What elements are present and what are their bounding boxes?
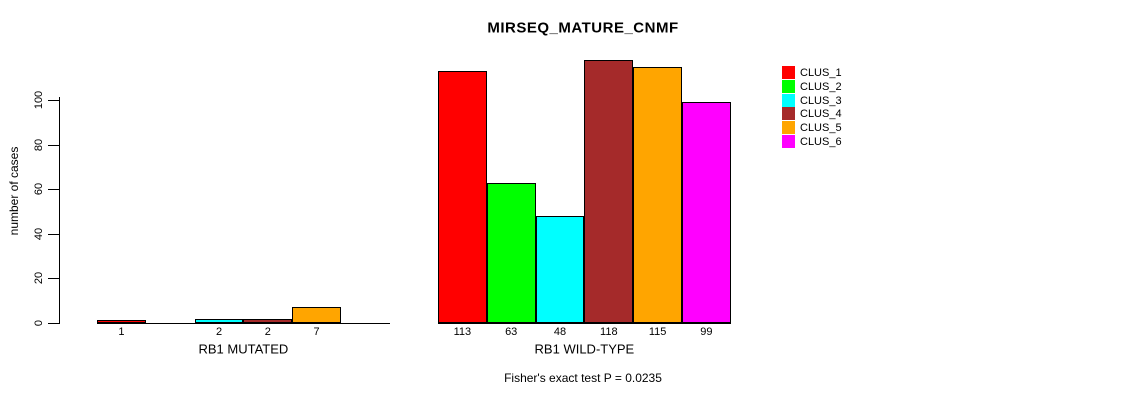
bar-clus_1 — [97, 320, 146, 323]
legend-swatch-clus_5 — [782, 121, 795, 134]
legend-label: CLUS_1 — [800, 67, 842, 79]
x-axis-baseline — [97, 323, 390, 324]
bar-clus_5 — [633, 67, 682, 323]
legend-swatch-clus_2 — [782, 80, 795, 93]
bar-value-label: 1 — [118, 326, 125, 338]
legend-label: CLUS_6 — [800, 136, 842, 148]
bar-value-label: 63 — [505, 326, 518, 338]
y-tick-label: 100 — [33, 90, 45, 110]
legend-label: CLUS_2 — [800, 81, 842, 93]
legend-label: CLUS_3 — [800, 95, 842, 107]
bar-value-label: 118 — [600, 326, 618, 338]
legend-item: CLUS_1 — [782, 65, 882, 79]
legend-item: CLUS_3 — [782, 93, 882, 107]
bar-clus_3 — [195, 319, 243, 323]
annotation-fisher-test: Fisher's exact test P = 0.0235 — [504, 371, 662, 385]
y-tick — [48, 278, 59, 279]
y-tick-label: 40 — [33, 227, 45, 241]
bar-clus_4 — [584, 60, 633, 323]
bar-value-label: 2 — [215, 326, 223, 338]
group-label-2: RB1 WILD-TYPE — [534, 341, 635, 357]
y-axis-label: number of cases — [7, 146, 21, 236]
y-tick — [48, 189, 59, 190]
legend-swatch-clus_1 — [782, 66, 795, 79]
y-tick — [48, 234, 59, 235]
bar-value-label: 2 — [264, 326, 271, 338]
y-tick-label: 0 — [33, 319, 45, 327]
y-tick — [48, 100, 59, 101]
legend-swatch-clus_3 — [782, 94, 795, 107]
bar-clus_6 — [682, 102, 731, 323]
legend: CLUS_1 CLUS_2 CLUS_3 CLUS_4 CLUS_5 CLUS_6 — [782, 65, 882, 155]
bar-clus_3 — [536, 216, 584, 323]
bar-clus_2 — [487, 183, 536, 323]
bar-value-label: 99 — [700, 326, 713, 338]
bar-value-label: 113 — [453, 326, 472, 338]
legend-item: CLUS_2 — [782, 79, 882, 93]
y-tick — [48, 323, 59, 324]
legend-item: CLUS_4 — [782, 106, 882, 120]
x-axis-baseline — [438, 323, 731, 324]
bar-value-label: 48 — [553, 326, 567, 338]
legend-item: CLUS_6 — [782, 134, 882, 148]
y-axis-line — [59, 97, 60, 324]
bar-value-label: 7 — [313, 326, 320, 338]
y-tick-label: 60 — [33, 182, 45, 196]
legend-item: CLUS_5 — [782, 120, 882, 134]
legend-label: CLUS_5 — [800, 122, 842, 134]
y-tick-label: 80 — [33, 138, 45, 152]
y-tick — [48, 145, 59, 146]
bar-clus_4 — [243, 319, 292, 323]
chart-title: MIRSEQ_MATURE_CNMF — [487, 19, 679, 37]
group-label-1: RB1 MUTATED — [198, 341, 289, 357]
y-tick-label: 20 — [33, 271, 45, 285]
legend-label: CLUS_4 — [800, 108, 842, 120]
legend-swatch-clus_6 — [782, 135, 795, 148]
bar-value-label: 115 — [648, 326, 667, 338]
legend-swatch-clus_4 — [782, 107, 795, 120]
bar-clus_5 — [292, 307, 341, 323]
bar-clus_1 — [438, 71, 487, 323]
